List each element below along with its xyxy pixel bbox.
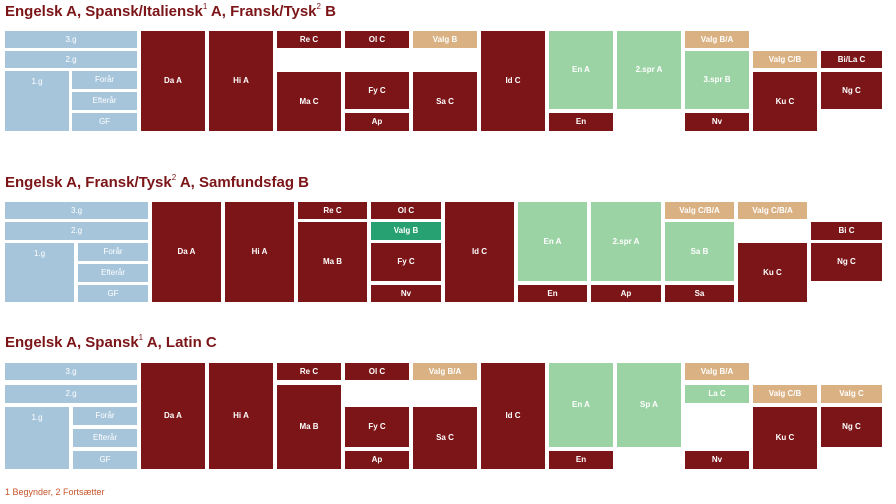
subject-block: Ng C [811, 243, 882, 281]
subject-block: 3.spr B [685, 51, 749, 109]
subject-block: Ap [345, 113, 409, 131]
grade-2g: 2.g [5, 222, 148, 240]
term-gf: GF [73, 451, 137, 469]
section-2-title: Engelsk A, Fransk/Tysk2 A, Samfundsfag B [5, 173, 309, 191]
subject-block: Ku C [753, 72, 817, 131]
subject-block: Id C [445, 202, 514, 302]
subject-block: Ol C [345, 31, 409, 48]
subject-block: Sa B [665, 222, 734, 281]
subject-block: La C [685, 385, 749, 403]
subject-block: Ma B [277, 385, 341, 469]
section-1-title: Engelsk A, Spansk/Italiensk1 A, Fransk/T… [5, 2, 336, 20]
grade-2g: 2.g [5, 385, 137, 403]
subject-block: En [518, 285, 587, 302]
subject-block: Sa C [413, 407, 477, 469]
elective-block: Valg B/A [685, 31, 749, 48]
term-autumn: Efterår [78, 264, 148, 282]
section-3-title: Engelsk A, Spansk1 A, Latin C [5, 333, 217, 351]
elective-block: Valg C/B/A [738, 202, 807, 219]
subject-block: En [549, 451, 613, 469]
elective-block: Valg B/A [685, 363, 749, 380]
subject-block: Da A [141, 363, 205, 469]
subject-block: Ap [591, 285, 661, 302]
term-spring: Forår [73, 407, 137, 425]
subject-block: Sa C [413, 72, 477, 131]
subject-block: Re C [298, 202, 367, 219]
subject-block: Ku C [738, 243, 807, 302]
elective-block: Valg C/B/A [665, 202, 734, 219]
subject-block: Bi/La C [821, 51, 882, 68]
grade-1g: 1.g [5, 407, 69, 469]
subject-block: En [549, 113, 613, 131]
subject-block: En A [518, 202, 587, 281]
subject-block: Re C [277, 363, 341, 380]
term-spring: Forår [78, 243, 148, 261]
subject-block: Fy C [371, 243, 441, 281]
grade-2g: 2.g [5, 51, 137, 68]
grade-1g: 1.g [5, 243, 74, 302]
subject-block: Ol C [345, 363, 409, 380]
term-autumn: Efterår [73, 429, 137, 447]
subject-block: Fy C [345, 407, 409, 447]
term-autumn: Efterår [72, 92, 137, 110]
subject-block: Id C [481, 31, 545, 131]
subject-block: Hi A [209, 363, 273, 469]
subject-block: Ma B [298, 222, 367, 302]
subject-block: Nv [371, 285, 441, 302]
grade-3g: 3.g [5, 363, 137, 380]
term-gf: GF [72, 113, 137, 131]
subject-block: Re C [277, 31, 341, 48]
subject-block: Nv [685, 451, 749, 469]
elective-block: Valg C/B [753, 385, 817, 403]
term-spring: Forår [72, 71, 137, 89]
subject-block: 2.spr A [617, 31, 681, 109]
subject-block: Sp A [617, 363, 681, 447]
subject-block: Bi C [811, 222, 882, 240]
subject-block: Nv [685, 113, 749, 131]
subject-block: Ku C [753, 407, 817, 469]
term-gf: GF [78, 285, 148, 302]
elective-block: Valg B/A [413, 363, 477, 380]
subject-block: Ma C [277, 72, 341, 131]
subject-block: Fy C [345, 72, 409, 109]
elective-block: Valg B [371, 222, 441, 240]
subject-block: Da A [141, 31, 205, 131]
elective-block: Valg C/B [753, 51, 817, 68]
subject-block: Hi A [225, 202, 294, 302]
subject-block: En A [549, 31, 613, 109]
subject-block: Sa [665, 285, 734, 302]
grade-3g: 3.g [5, 202, 148, 219]
grade-1g: 1.g [5, 71, 69, 131]
subject-block: Ng C [821, 72, 882, 109]
subject-block: Ap [345, 451, 409, 469]
subject-block: Ng C [821, 407, 882, 447]
footnote: 1 Begynder, 2 Fortsætter [5, 487, 105, 497]
subject-block: Ol C [371, 202, 441, 219]
subject-block: En A [549, 363, 613, 447]
subject-block: Id C [481, 363, 545, 469]
elective-block: Valg B [413, 31, 477, 48]
elective-block: Valg C [821, 385, 882, 403]
subject-block: 2.spr A [591, 202, 661, 281]
grade-3g: 3.g [5, 31, 137, 48]
subject-block: Hi A [209, 31, 273, 131]
subject-block: Da A [152, 202, 221, 302]
